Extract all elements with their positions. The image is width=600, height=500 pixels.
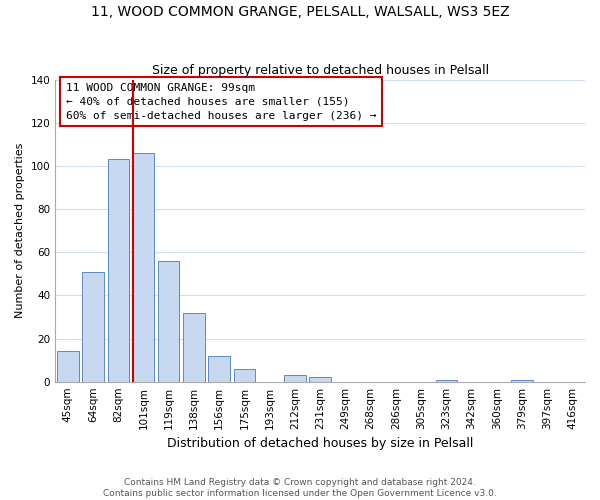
Bar [183,312,205,382]
Bar [107,160,129,382]
Y-axis label: Number of detached properties: Number of detached properties [15,143,25,318]
Bar [158,261,179,382]
Bar [133,153,154,382]
Bar [511,380,533,382]
Bar [82,272,104,382]
Text: 11, WOOD COMMON GRANGE, PELSALL, WALSALL, WS3 5EZ: 11, WOOD COMMON GRANGE, PELSALL, WALSALL… [91,5,509,19]
Bar [310,378,331,382]
Text: 11 WOOD COMMON GRANGE: 99sqm
← 40% of detached houses are smaller (155)
60% of s: 11 WOOD COMMON GRANGE: 99sqm ← 40% of de… [66,82,376,120]
Bar [284,375,305,382]
X-axis label: Distribution of detached houses by size in Pelsall: Distribution of detached houses by size … [167,437,473,450]
Text: Contains HM Land Registry data © Crown copyright and database right 2024.
Contai: Contains HM Land Registry data © Crown c… [103,478,497,498]
Bar [57,352,79,382]
Bar [436,380,457,382]
Title: Size of property relative to detached houses in Pelsall: Size of property relative to detached ho… [152,64,488,77]
Bar [233,368,255,382]
Bar [208,356,230,382]
